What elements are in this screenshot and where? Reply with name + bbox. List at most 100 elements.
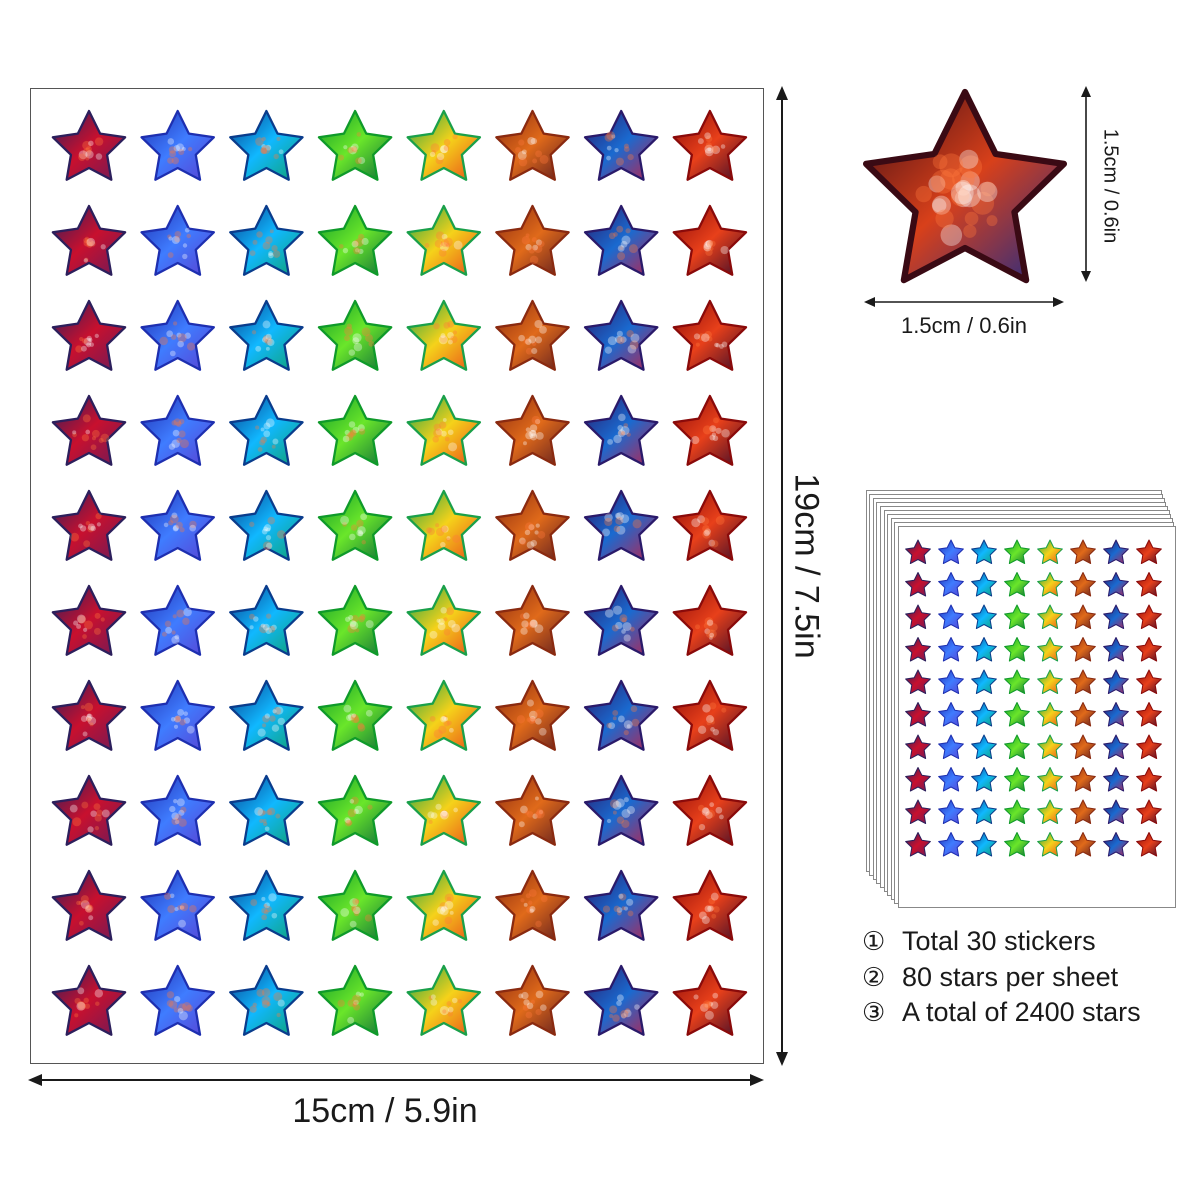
sparkle: [345, 433, 354, 441]
sparkle: [433, 322, 440, 330]
sparkle: [535, 1009, 542, 1016]
sparkle: [342, 435, 350, 443]
stack-star: [1004, 767, 1030, 792]
sparkle: [183, 717, 191, 724]
sparkle: [72, 432, 77, 438]
sparkle: [169, 1000, 178, 1009]
sparkle: [931, 195, 951, 215]
sparkle: [263, 821, 268, 826]
sparkle: [429, 151, 436, 158]
sparkle: [359, 613, 366, 620]
sparkle: [615, 798, 625, 808]
sparkle: [178, 430, 186, 438]
sparkle: [427, 527, 435, 536]
sparkle: [629, 340, 639, 350]
sparkle: [954, 190, 972, 208]
sparkle: [83, 239, 91, 247]
sparkle: [361, 540, 366, 545]
sheet-star: [317, 774, 393, 846]
sparkle: [349, 920, 357, 928]
sparkle: [355, 899, 360, 904]
sparkle: [617, 244, 625, 252]
sparkle: [621, 819, 630, 828]
sparkle: [183, 607, 192, 617]
sparkle: [168, 146, 177, 154]
sparkle: [614, 147, 619, 153]
sparkle: [91, 436, 97, 441]
stack-star: [1037, 637, 1063, 662]
sparkle: [261, 144, 266, 149]
sparkle: [705, 629, 715, 639]
sparkle: [171, 630, 176, 635]
sheet-star: [140, 394, 215, 466]
sparkle: [620, 336, 627, 343]
sparkle: [447, 1006, 454, 1013]
sparkle: [94, 814, 102, 822]
sparkle: [703, 243, 712, 252]
stack-star: [971, 702, 997, 727]
sparkle: [706, 619, 714, 626]
sheet-star: [406, 489, 482, 561]
sparkle: [82, 414, 91, 423]
sparkle: [431, 150, 437, 155]
sparkle: [440, 525, 448, 533]
sparkle: [352, 240, 359, 247]
sparkle: [189, 520, 197, 529]
sparkle: [698, 911, 707, 920]
sparkle: [349, 620, 357, 627]
stack-star: [1037, 832, 1063, 857]
sparkle: [90, 444, 97, 451]
stack-star: [1070, 572, 1096, 597]
sparkle: [269, 715, 276, 722]
stack-star: [971, 669, 997, 695]
sparkle: [523, 441, 527, 446]
sparkle: [525, 244, 532, 251]
sheet-star: [495, 489, 570, 561]
sparkle: [436, 152, 445, 161]
sparkle: [533, 244, 543, 253]
sparkle: [535, 239, 543, 246]
sheet-star-grid: [51, 109, 748, 1036]
sparkle: [530, 137, 538, 145]
sparkle: [619, 246, 624, 250]
stack-star: [1070, 832, 1096, 857]
sparkle: [710, 720, 715, 725]
sparkle: [264, 524, 272, 532]
sparkle: [538, 810, 543, 815]
sparkle: [442, 1009, 447, 1014]
sparkle: [84, 257, 89, 262]
sparkle: [524, 529, 531, 536]
sparkle: [177, 709, 185, 716]
sparkle: [351, 614, 359, 623]
sparkle: [623, 797, 629, 803]
stack-star: [1136, 637, 1162, 662]
sparkle: [715, 806, 723, 814]
stack-star: [1037, 669, 1063, 695]
sparkle: [930, 169, 955, 194]
sparkle: [607, 336, 617, 346]
sheet-star: [229, 679, 304, 751]
sparkle: [441, 233, 448, 240]
sparkle: [89, 342, 95, 347]
sparkle: [627, 153, 634, 161]
stack-star: [1070, 604, 1096, 630]
sparkle: [535, 523, 540, 528]
sheet-star: [229, 109, 304, 181]
sparkle: [260, 147, 267, 154]
sparkle: [171, 420, 177, 426]
sheet-star: [583, 584, 659, 656]
sparkle: [78, 523, 83, 529]
sparkle: [710, 727, 715, 732]
sparkle: [89, 722, 94, 727]
sparkle: [706, 1000, 714, 1008]
sparkle: [182, 1002, 192, 1012]
stack-star: [1136, 604, 1162, 630]
sparkle: [352, 1003, 357, 1008]
sparkle: [256, 989, 265, 997]
stack-star: [1103, 604, 1129, 630]
sparkle: [348, 349, 356, 356]
sparkle: [691, 518, 701, 528]
sparkle: [704, 1001, 711, 1009]
sparkle: [443, 617, 448, 622]
stack-star: [1103, 669, 1129, 695]
